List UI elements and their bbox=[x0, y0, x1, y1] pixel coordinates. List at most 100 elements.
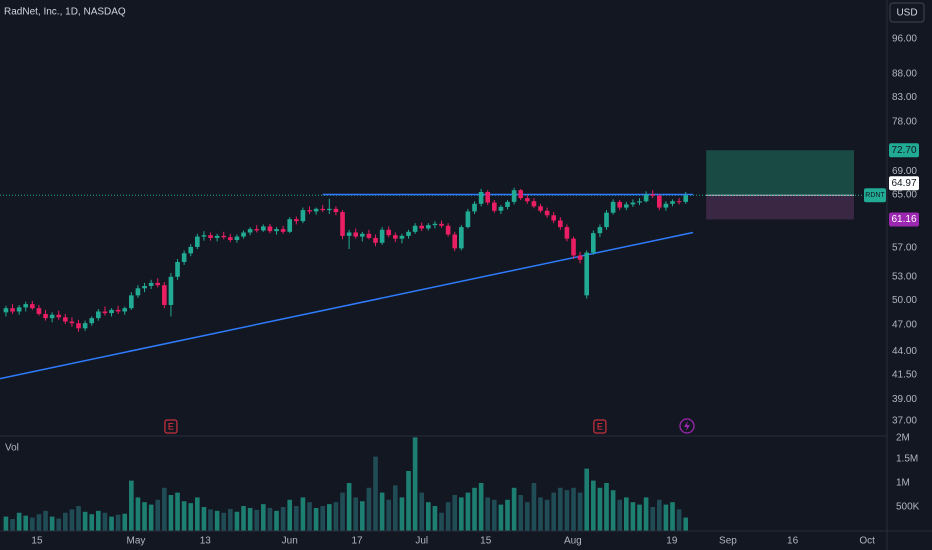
candle-body bbox=[379, 229, 385, 243]
currency-box[interactable] bbox=[889, 2, 925, 23]
y-tick-label: 78.00 bbox=[892, 117, 917, 128]
volume-bar bbox=[221, 512, 227, 531]
volume-label: Vol bbox=[5, 443, 19, 454]
candle-body bbox=[261, 226, 266, 231]
volume-bar bbox=[82, 511, 88, 531]
candle-body bbox=[49, 314, 55, 319]
currency[interactable]: USD bbox=[896, 8, 917, 19]
candle-body bbox=[505, 201, 510, 207]
candle-body bbox=[597, 227, 603, 234]
candle-body bbox=[300, 210, 306, 222]
x-tick-label: Oct bbox=[859, 536, 875, 547]
candle-body bbox=[544, 210, 550, 216]
candle-body bbox=[525, 198, 530, 202]
volume-bar bbox=[10, 519, 15, 531]
stop-label-box bbox=[889, 212, 919, 227]
candle-body bbox=[366, 233, 372, 238]
volume-bar bbox=[333, 502, 339, 531]
candle-body bbox=[162, 285, 167, 305]
volume-bar bbox=[406, 471, 411, 531]
candle-body bbox=[360, 233, 365, 237]
volume-bar bbox=[109, 516, 114, 531]
candle-body bbox=[432, 223, 438, 226]
candle-body bbox=[109, 309, 114, 314]
candle-body bbox=[604, 212, 609, 228]
volume-bar bbox=[465, 492, 471, 531]
volume-bar bbox=[452, 495, 458, 531]
volume-bar bbox=[175, 492, 180, 531]
trend-line bbox=[0, 231, 694, 380]
y-tick-label: 57.00 bbox=[892, 242, 917, 253]
volume-bar bbox=[300, 497, 306, 531]
candle-body bbox=[498, 206, 504, 211]
event-label: E bbox=[168, 421, 174, 431]
volume-bar bbox=[30, 517, 35, 531]
candle-body bbox=[683, 195, 689, 202]
candle-body bbox=[399, 235, 405, 239]
volume-bar bbox=[241, 506, 246, 531]
volume-bar bbox=[43, 510, 48, 531]
candle-body bbox=[412, 225, 418, 232]
loss-zone bbox=[706, 195, 855, 220]
candle-body bbox=[327, 208, 332, 211]
x-tick-label: Aug bbox=[564, 536, 582, 547]
volume-bar bbox=[511, 487, 517, 531]
profit-zone bbox=[706, 150, 855, 196]
candle-body bbox=[135, 288, 141, 296]
volume-bar bbox=[3, 516, 9, 531]
volume-bar bbox=[551, 492, 557, 531]
volume-bar bbox=[459, 497, 464, 531]
candle-body bbox=[43, 313, 48, 319]
volume-bar bbox=[102, 512, 108, 531]
candle-body bbox=[643, 194, 649, 202]
volume-bar bbox=[571, 487, 576, 531]
candle-body bbox=[307, 210, 312, 212]
y2-tick-label: 2M bbox=[896, 433, 910, 444]
volume-bar bbox=[399, 497, 405, 531]
volume-bar bbox=[492, 499, 497, 531]
candle-body bbox=[538, 206, 543, 211]
volume-bar bbox=[320, 506, 326, 531]
volume-bar bbox=[643, 497, 649, 531]
candle-body bbox=[313, 208, 319, 212]
candle-body bbox=[393, 235, 398, 239]
candle-body bbox=[148, 282, 154, 286]
candle-body bbox=[617, 201, 623, 208]
candle-body bbox=[155, 282, 161, 286]
candle-body bbox=[36, 308, 42, 314]
candle-body bbox=[168, 276, 174, 305]
candle-body bbox=[267, 226, 273, 232]
volume-bar bbox=[604, 483, 609, 531]
volume-bar bbox=[49, 516, 55, 531]
x-tick-label: 19 bbox=[666, 536, 678, 547]
x-tick-label: May bbox=[127, 536, 146, 547]
x-tick-label: Jun bbox=[282, 536, 298, 547]
volume-bar bbox=[16, 512, 22, 531]
candle-body bbox=[241, 232, 246, 237]
volume-bar bbox=[228, 508, 233, 531]
candle-body bbox=[320, 208, 326, 211]
volume-bar bbox=[254, 509, 260, 531]
stop-label: 61.16 bbox=[891, 214, 916, 225]
y2-tick-label: 500K bbox=[896, 502, 920, 513]
volume-bar bbox=[386, 499, 392, 531]
candle-body bbox=[452, 234, 458, 249]
volume-bar bbox=[676, 509, 682, 531]
candle-body bbox=[610, 201, 616, 213]
candle-body bbox=[294, 219, 299, 222]
candle-body bbox=[439, 223, 444, 226]
candle-body bbox=[23, 304, 29, 308]
candle-body bbox=[670, 201, 675, 204]
candle-body bbox=[221, 235, 227, 238]
volume-bar bbox=[360, 501, 365, 531]
candle-body bbox=[591, 233, 596, 253]
candle-body bbox=[228, 237, 233, 240]
candle-body bbox=[551, 215, 557, 221]
candle-body bbox=[518, 190, 524, 199]
candle-body bbox=[485, 191, 491, 203]
volume-bar bbox=[432, 506, 438, 531]
volume-bar bbox=[234, 511, 240, 531]
volume-bar bbox=[313, 507, 319, 531]
flash-icon bbox=[679, 418, 695, 434]
